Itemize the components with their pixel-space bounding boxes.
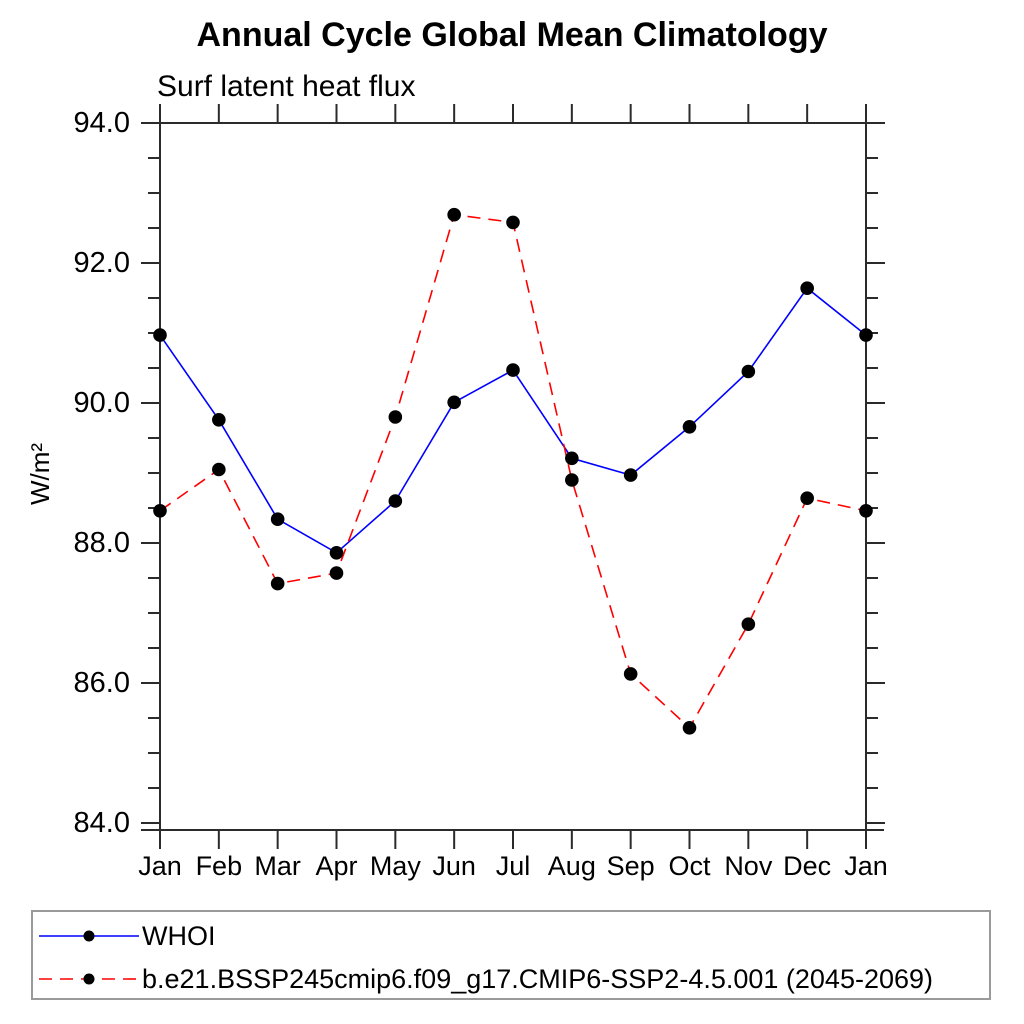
legend-label: b.e21.BSSP245cmip6.f09_g17.CMIP6-SSP2-4.… (142, 964, 934, 994)
data-point (447, 395, 461, 410)
series-line-1 (159, 213, 867, 730)
data-point (212, 462, 226, 477)
chart-title: Annual Cycle Global Mean Climatology (196, 16, 828, 54)
x-tick-label: Aug (547, 851, 596, 881)
data-point (506, 363, 520, 377)
data-point (447, 207, 461, 222)
x-tick-label: Nov (724, 851, 773, 881)
data-point (565, 451, 579, 466)
data-point (506, 215, 520, 230)
data-point (859, 328, 873, 342)
y-tick-label: 92.0 (73, 247, 130, 279)
x-tick-label: May (369, 851, 421, 881)
data-point (800, 491, 814, 506)
x-tick-label: Dec (783, 851, 832, 881)
data-point (388, 410, 403, 424)
data-point (682, 721, 697, 735)
data-point (212, 413, 226, 427)
data-point (623, 667, 638, 681)
x-tick-label: Jun (432, 851, 476, 881)
data-point (682, 420, 697, 434)
y-tick-label: 88.0 (73, 527, 130, 559)
data-point (329, 546, 344, 560)
legend: WHOI b.e21.BSSP245cmip6.f09_g17.CMIP6-SS… (31, 910, 991, 1000)
data-point (741, 617, 756, 631)
x-tick-label: Jan (844, 851, 888, 881)
x-tick-label: Jul (495, 851, 531, 881)
legend-sample-marker (83, 930, 95, 942)
data-point (329, 566, 344, 580)
legend-line-sample-solid (39, 930, 139, 942)
data-point (153, 328, 167, 342)
legend-sample-marker (83, 973, 95, 985)
y-tick-label: 90.0 (73, 387, 130, 419)
y-tick-label: 86.0 (73, 667, 130, 699)
data-point (388, 494, 403, 508)
data-point (153, 504, 167, 518)
y-tick-label: 84.0 (73, 807, 130, 839)
data-point (270, 512, 285, 526)
x-tick-label: Apr (315, 851, 358, 881)
legend-line-sample-dashed (39, 973, 139, 985)
x-tick-label: Sep (606, 851, 655, 881)
x-tick-label: Oct (668, 851, 711, 881)
x-tick-label: Mar (254, 851, 301, 881)
data-point (741, 364, 756, 379)
data-point (859, 504, 873, 518)
data-point (565, 473, 579, 487)
x-tick-label: Feb (195, 851, 243, 881)
data-point (270, 576, 285, 591)
data-point (800, 281, 814, 296)
chart-subtitle: Surf latent heat flux (157, 70, 416, 103)
y-tick-label: 94.0 (73, 107, 130, 139)
series-line-0 (159, 287, 867, 554)
x-tick-label: Jan (138, 851, 182, 881)
data-point (623, 468, 638, 482)
legend-label: WHOI (142, 921, 216, 951)
